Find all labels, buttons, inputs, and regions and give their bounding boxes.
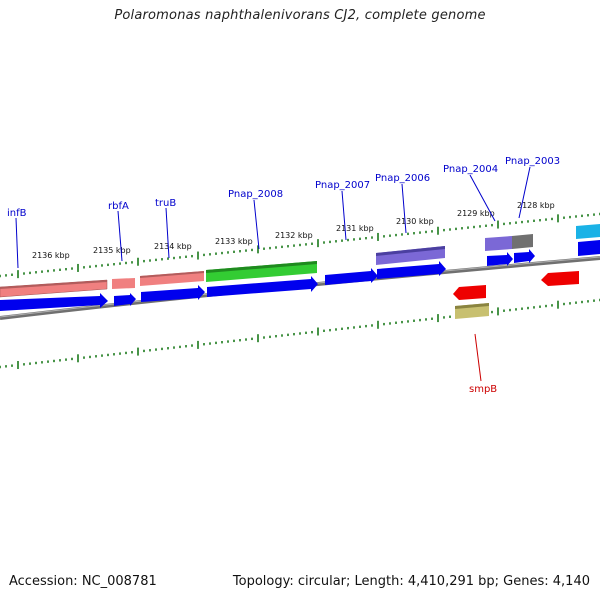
cog-bar-rbfA <box>112 278 135 289</box>
figure-title: Polaromonas naphthalenivorans CJ2, compl… <box>114 8 486 23</box>
position-label: 2136 kbp <box>32 251 70 260</box>
genome-summary-text: Topology: circular; Length: 4,410,291 bp… <box>232 574 590 589</box>
position-label: 2133 kbp <box>215 237 253 246</box>
gene-label-pnap2008[interactable]: Pnap_2008 <box>228 189 283 200</box>
gene-leaders <box>15 166 531 382</box>
cds-arrow-pnap2004 <box>487 252 513 266</box>
forward-cds-track <box>0 240 600 311</box>
leader-pnap2003 <box>518 166 531 219</box>
leader-pnap2007 <box>341 190 347 241</box>
gene-label-smpB[interactable]: smpB <box>469 384 497 395</box>
outer-tick-row <box>0 212 600 279</box>
leader-pnap2006 <box>401 183 407 234</box>
cog-bar-smpB-top <box>455 303 489 309</box>
cog-bar-pnap2008-top <box>206 261 317 273</box>
leader-pnap2004 <box>469 174 496 222</box>
leader-pnap2008 <box>253 199 260 250</box>
gene-label-rbfA[interactable]: rbfA <box>108 201 129 212</box>
cog-ring <box>0 224 600 319</box>
gene-labels: infB rbfA truB Pnap_2008 Pnap_2007 Pnap_… <box>7 156 560 395</box>
cog-bar-pnap2004 <box>485 236 512 251</box>
cog-bar-truB-top <box>140 271 204 278</box>
gene-label-infB[interactable]: infB <box>7 208 27 219</box>
cds-arrow-reverse-next <box>541 271 579 286</box>
gene-label-pnap2006[interactable]: Pnap_2006 <box>375 173 430 184</box>
gene-label-pnap2007[interactable]: Pnap_2007 <box>315 180 370 191</box>
cog-bar-infB-top <box>0 280 107 289</box>
gene-label-pnap2004[interactable]: Pnap_2004 <box>443 164 498 175</box>
leader-truB <box>165 207 170 259</box>
position-label: 2130 kbp <box>396 217 434 226</box>
position-label: 2128 kbp <box>517 201 555 210</box>
gene-label-pnap2003[interactable]: Pnap_2003 <box>505 156 560 167</box>
leader-smpB <box>474 333 482 382</box>
position-label: 2129 kbp <box>457 209 495 218</box>
cog-bar-next <box>576 224 600 239</box>
position-label: 2132 kbp <box>275 231 313 240</box>
cds-arrow-pnap2007 <box>325 268 378 285</box>
accession-text: Accession: NC_008781 <box>9 574 157 589</box>
cds-arrow-pnap2006 <box>377 261 446 279</box>
position-label: 2135 kbp <box>93 246 131 255</box>
cog-bar-pnap2003 <box>512 234 533 249</box>
cog-bar-pnap2006-top <box>376 246 445 256</box>
cds-arrow-smpB <box>453 285 486 300</box>
leader-rbfA <box>117 210 123 262</box>
position-labels: 2136 kbp 2135 kbp 2134 kbp 2133 kbp 2132… <box>32 201 555 260</box>
position-label: 2134 kbp <box>154 242 192 251</box>
position-label: 2131 kbp <box>336 224 374 233</box>
cds-arrow-rbfA <box>114 293 136 306</box>
cds-arrow-pnap2008 <box>207 276 318 297</box>
cds-arrow-infB <box>0 293 108 311</box>
leader-infB <box>15 217 19 269</box>
gene-label-truB[interactable]: truB <box>155 198 176 209</box>
cds-arrow-truB <box>141 285 205 302</box>
reverse-cds-track <box>453 271 579 300</box>
cds-arrow-pnap2003 <box>514 249 535 263</box>
cds-arrow-next <box>578 240 600 256</box>
